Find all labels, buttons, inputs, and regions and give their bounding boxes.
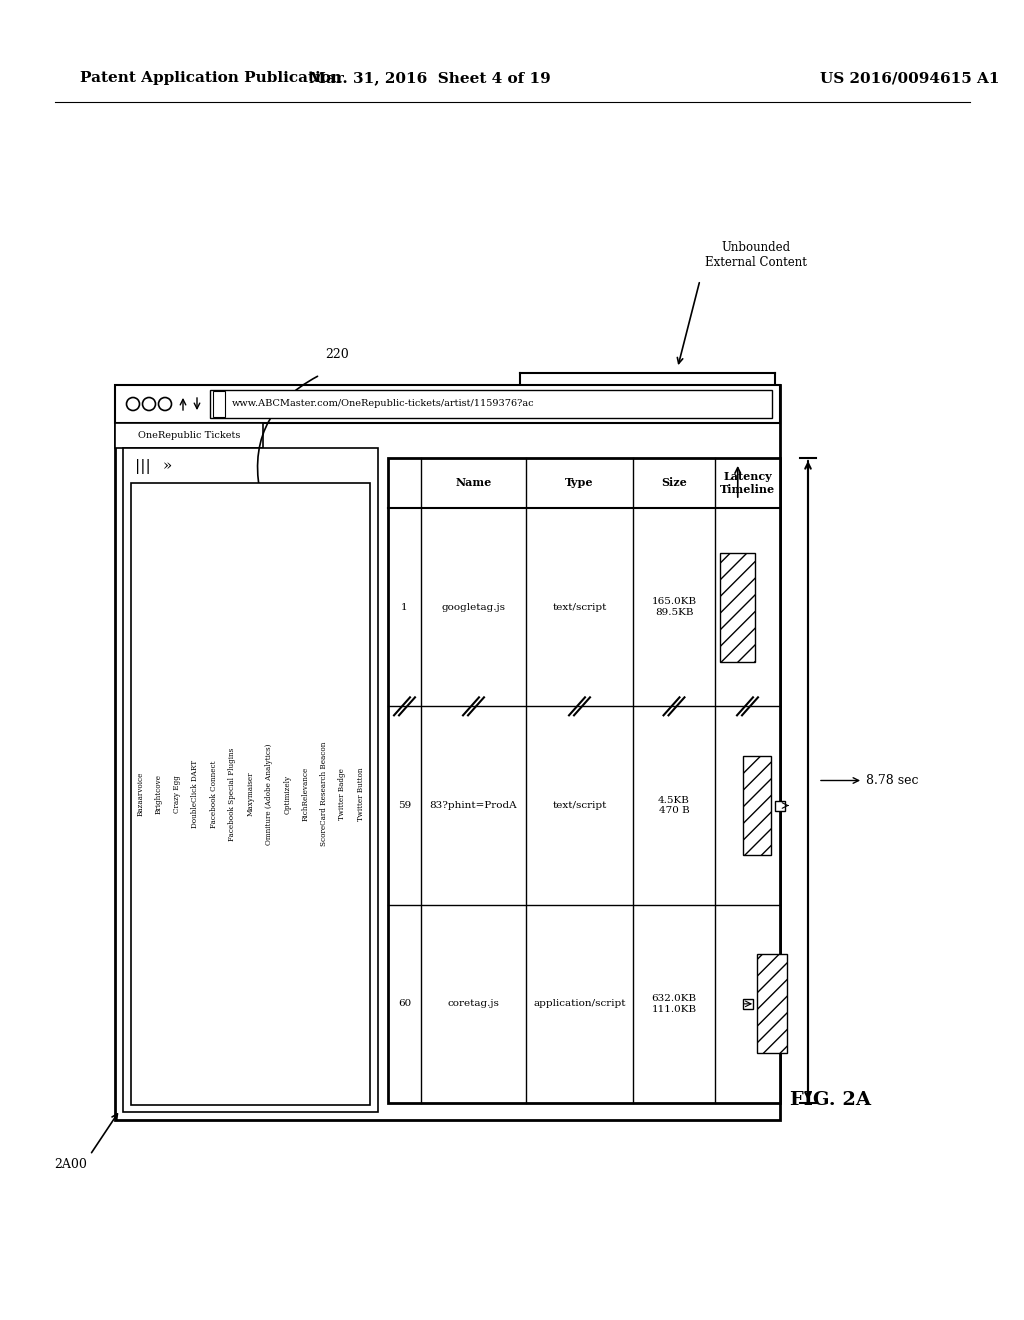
Text: 632.0KB
111.0KB: 632.0KB 111.0KB	[651, 994, 696, 1014]
Text: googletag.js: googletag.js	[441, 603, 506, 611]
Bar	[720, 553, 755, 661]
Text: Name: Name	[456, 478, 492, 488]
Text: text/script: text/script	[552, 801, 606, 810]
Bar	[743, 756, 771, 855]
Text: Mar. 31, 2016  Sheet 4 of 19: Mar. 31, 2016 Sheet 4 of 19	[309, 71, 551, 84]
Bar	[775, 800, 785, 810]
Text: 1: 1	[401, 603, 408, 611]
Text: OneRepublic Tickets: OneRepublic Tickets	[138, 432, 241, 440]
Text: Type: Type	[565, 478, 594, 488]
Text: 4.5KB
470 B: 4.5KB 470 B	[658, 796, 690, 816]
Text: |||: |||	[135, 458, 151, 474]
Text: 220: 220	[325, 348, 349, 362]
Text: coretag.js: coretag.js	[447, 999, 500, 1008]
Text: FIG. 2A: FIG. 2A	[790, 1092, 870, 1109]
Text: Maxymaiser: Maxymaiser	[247, 772, 255, 816]
Text: Facebook Connect: Facebook Connect	[210, 760, 218, 828]
Text: ScoreCard Research Beacon: ScoreCard Research Beacon	[321, 742, 328, 846]
Bar	[115, 385, 780, 422]
Text: Latency
Timeline: Latency Timeline	[720, 471, 775, 495]
Bar	[213, 391, 225, 417]
Bar	[210, 389, 772, 418]
Text: Crazy Egg: Crazy Egg	[173, 775, 181, 813]
Bar	[123, 447, 378, 1111]
Text: 2A00: 2A00	[54, 1159, 87, 1172]
Text: Unbounded
External Content: Unbounded External Content	[705, 242, 807, 269]
Text: US 2016/0094615 A1: US 2016/0094615 A1	[820, 71, 999, 84]
Text: Patent Application Publication: Patent Application Publication	[80, 71, 342, 84]
Text: Facebook Special Plugins: Facebook Special Plugins	[228, 747, 237, 841]
Text: 83?phint=ProdA: 83?phint=ProdA	[430, 801, 517, 810]
Bar	[757, 954, 787, 1053]
Text: DoubleClick DART: DoubleClick DART	[191, 760, 200, 828]
Text: application/script: application/script	[534, 999, 626, 1008]
Bar	[115, 422, 263, 447]
Text: 60: 60	[398, 999, 411, 1008]
Bar	[131, 483, 370, 1105]
Bar	[115, 385, 780, 1119]
Text: Brightcove: Brightcove	[155, 774, 163, 814]
Text: 8.78 sec: 8.78 sec	[866, 774, 919, 787]
Text: Twitter Badge: Twitter Badge	[338, 768, 346, 820]
Text: »: »	[163, 459, 172, 473]
Text: 165.0KB
89.5KB: 165.0KB 89.5KB	[651, 598, 696, 616]
Bar	[743, 999, 753, 1008]
Text: www.ABCMaster.com/OneRepublic-tickets/artist/1159376?ac: www.ABCMaster.com/OneRepublic-tickets/ar…	[232, 400, 535, 408]
Text: 59: 59	[398, 801, 411, 810]
Text: text/script: text/script	[552, 603, 606, 611]
Text: RichRelevance: RichRelevance	[302, 767, 309, 821]
Text: Bazaarvoice: Bazaarvoice	[136, 772, 144, 816]
Text: Optimizely: Optimizely	[284, 775, 291, 813]
Bar	[388, 458, 780, 1104]
Text: Size: Size	[662, 478, 687, 488]
Text: Omniture (Adobe Analytics): Omniture (Adobe Analytics)	[265, 743, 272, 845]
Text: Twitter Button: Twitter Button	[356, 767, 365, 821]
